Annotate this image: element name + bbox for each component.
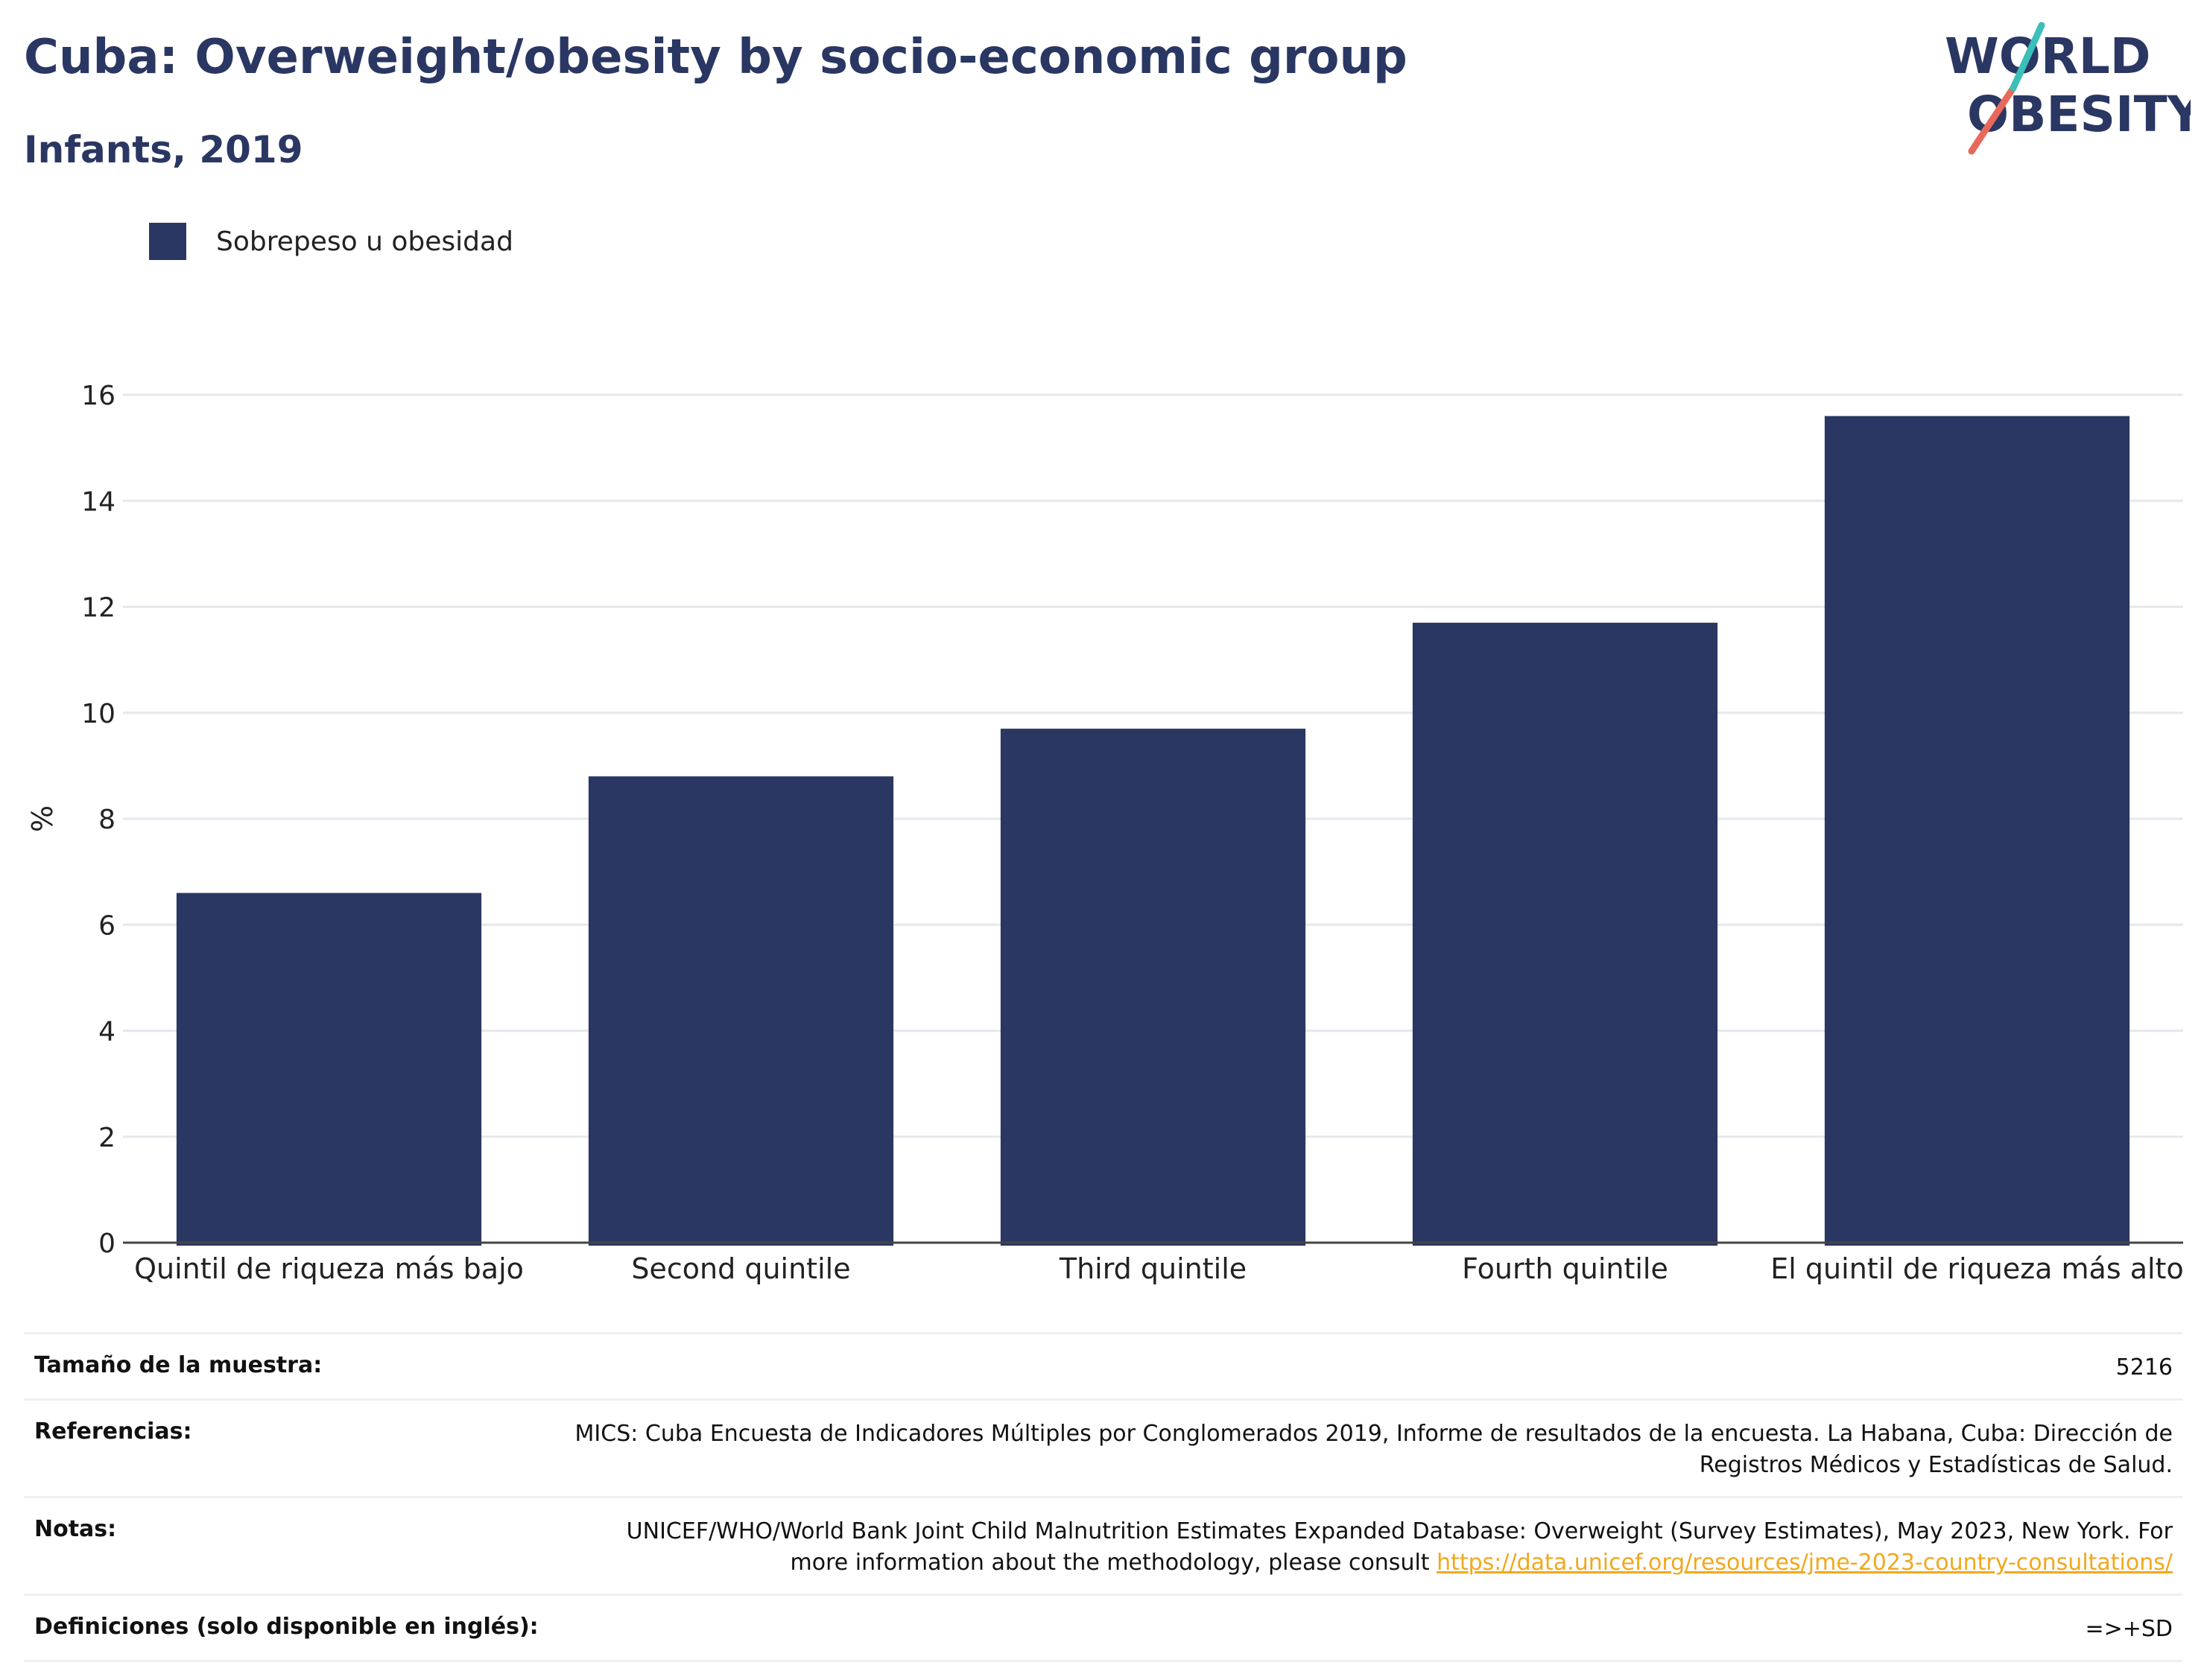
info-row-notes: Notas: UNICEF/WHO/World Bank Joint Child… — [24, 1498, 2183, 1596]
y-tick-label: 14 — [81, 486, 115, 517]
legend-swatch — [149, 223, 186, 260]
references-label: Referencias: — [34, 1419, 192, 1445]
notes-label: Notas: — [34, 1516, 117, 1542]
bar — [1824, 416, 2130, 1246]
y-tick-label: 0 — [98, 1229, 115, 1259]
x-tick-label: El quintil de riqueza más alto — [1770, 1252, 2183, 1285]
bar — [588, 776, 894, 1246]
world-obesity-logo: WORLD OBESITY — [1945, 22, 2191, 155]
y-tick-label: 6 — [98, 910, 115, 941]
y-tick-label: 8 — [98, 805, 115, 835]
logo-text-world: WORLD — [1945, 28, 2151, 85]
y-tick-label: 10 — [81, 699, 115, 729]
logo-slash-teal — [2010, 22, 2045, 92]
logo-text-obesity: OBESITY — [1967, 86, 2191, 143]
y-tick-label: 16 — [81, 381, 115, 411]
notes-text: UNICEF/WHO/World Bank Joint Child Malnut… — [626, 1518, 2173, 1576]
methodology-link[interactable]: https://data.unicef.org/resources/jme-20… — [1437, 1550, 2173, 1576]
y-axis-title: % — [26, 805, 59, 832]
info-row-references: Referencias: MICS: Cuba Encuesta de Indi… — [24, 1401, 2183, 1498]
x-tick-label: Second quintile — [631, 1252, 850, 1285]
bar-chart: 0 2 4 6 8 10 12 14 16% Quintil de riqueza más baj… — [26, 381, 2184, 1285]
notes-value: UNICEF/WHO/World Bank Joint Child Malnut… — [571, 1516, 2173, 1579]
sample-size-label: Tamaño de la muestra: — [34, 1352, 323, 1378]
definitions-label: Definiciones (solo disponible en inglés)… — [34, 1614, 539, 1640]
info-row-definitions: Definiciones (solo disponible en inglés)… — [24, 1596, 2183, 1662]
bar — [1000, 729, 1306, 1246]
chart-subtitle: Infants, 2019 — [24, 128, 303, 171]
x-tick-label: Fourth quintile — [1462, 1252, 1668, 1285]
y-tick-label: 12 — [81, 593, 115, 624]
y-tick-label: 4 — [98, 1017, 115, 1047]
y-tick-label: 2 — [98, 1123, 115, 1153]
x-tick-label: Quintil de riqueza más bajo — [134, 1252, 524, 1285]
bar — [1412, 622, 1718, 1246]
sample-size-value: 5216 — [2115, 1354, 2173, 1381]
references-value: MICS: Cuba Encuesta de Indicadores Múlti… — [574, 1421, 2173, 1478]
legend-label: Sobrepeso u obesidad — [216, 226, 513, 257]
definitions-value: =>+SD — [2085, 1616, 2173, 1642]
info-row-sample-size: Tamaño de la muestra: 5216 — [24, 1334, 2183, 1401]
chart-title: Cuba: Overweight/obesity by socio-econom… — [24, 30, 1407, 85]
bar — [176, 893, 482, 1246]
logo-slash-coral — [1968, 84, 2017, 155]
info-table: Tamaño de la muestra: 5216 Referencias: … — [24, 1332, 2183, 1662]
x-tick-label: Third quintile — [1059, 1252, 1247, 1285]
legend[interactable]: Sobrepeso u obesidad — [149, 222, 513, 261]
